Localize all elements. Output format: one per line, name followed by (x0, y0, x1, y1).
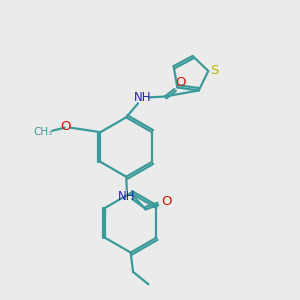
Text: S: S (211, 64, 219, 77)
Text: NH: NH (134, 92, 151, 104)
Text: O: O (161, 195, 172, 208)
Text: CH₃: CH₃ (34, 127, 53, 137)
Text: O: O (176, 76, 186, 89)
Text: O: O (60, 120, 71, 133)
Text: NH: NH (118, 190, 135, 202)
